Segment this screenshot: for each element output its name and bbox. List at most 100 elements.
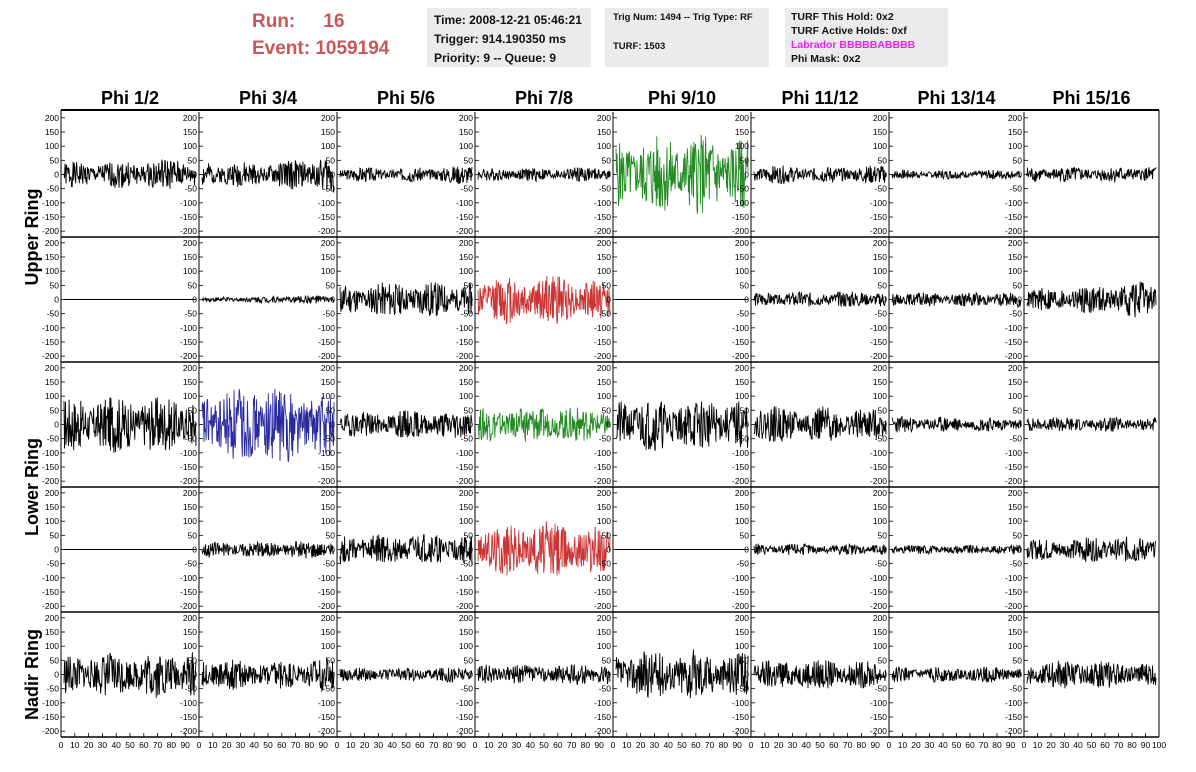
y-tick-label: 100 [183,141,197,151]
y-tick-label: 150 [459,627,473,637]
y-tick-label: 100 [459,141,473,151]
y-tick-label: 50 [188,280,198,290]
y-tick-label: -150 [318,212,335,222]
y-tick-label: 100 [183,641,197,651]
y-tick-label: -100 [1005,698,1022,708]
y-tick-label: 0 [468,420,473,430]
x-tick-label: 10 [70,740,80,750]
column-header: Phi 5/6 [377,88,435,108]
y-tick-label: -50 [737,434,750,444]
y-tick-label: -200 [42,226,59,236]
x-tick-label: 0 [197,740,202,750]
y-tick-label: -150 [180,587,197,597]
y-tick-label: -100 [318,698,335,708]
y-tick-label: -50 [875,559,888,569]
trigger-text: Trigger: 914.190350 ms [434,32,567,46]
x-tick-label: 60 [1100,740,1110,750]
y-tick-label: 150 [873,377,887,387]
y-tick-label: -200 [180,226,197,236]
y-tick-label: 50 [326,405,336,415]
row-labels: Upper Ring Lower Ring Nadir Ring [22,189,42,721]
trig-num-text: Trig Num: 1494 -- Trig Type: RF [613,12,753,23]
x-tick-label: 90 [1006,740,1016,750]
y-tick-label: -100 [180,323,197,333]
y-tick-label: -100 [870,448,887,458]
time-text: Time: 2008-12-21 05:46:21 [434,13,582,27]
turf-info-box: TURF This Hold: 0x2 TURF Active Holds: 0… [785,8,948,67]
y-tick-label: 200 [735,113,749,123]
y-tick-label: 200 [597,488,611,498]
y-tick-label: 150 [459,252,473,262]
y-tick-label: 100 [597,391,611,401]
y-tick-label: 200 [597,363,611,373]
y-tick-label: 200 [321,363,335,373]
y-tick-label: 200 [873,613,887,623]
waveform-trace [339,410,473,438]
y-tick-label: -200 [594,226,611,236]
x-tick-label: 80 [581,740,591,750]
y-tick-label: 0 [606,545,611,555]
x-tick-label: 90 [1141,740,1151,750]
x-tick-label: 100 [1152,740,1166,750]
y-tick-label: -50 [1010,434,1023,444]
y-tick-label: -150 [1005,212,1022,222]
y-tick-label: 0 [882,420,887,430]
waveform-panel: -200 -150 -100 -50 0 50 100 150 200 [318,112,476,238]
waveform-trace [1026,281,1157,318]
x-tick-label: 60 [277,740,287,750]
y-tick-label: -50 [1010,309,1023,319]
y-tick-label: -100 [1005,448,1022,458]
y-tick-label: 200 [321,238,335,248]
y-tick-label: -150 [594,712,611,722]
y-tick-label: 100 [735,141,749,151]
y-tick-label: 50 [740,280,750,290]
y-tick-label: 100 [459,391,473,401]
y-tick-label: -50 [461,434,474,444]
y-tick-label: -100 [594,573,611,583]
waveform-panel: -200 -150 -100 -50 0 50 100 150 200 [180,612,338,738]
waveform-trace [1026,416,1157,433]
y-tick-label: -200 [870,226,887,236]
y-tick-label: -200 [456,226,473,236]
x-tick-label: 80 [1127,740,1137,750]
y-tick-label: -150 [870,462,887,472]
waveform-trace [1026,166,1157,183]
y-tick-label: 200 [183,113,197,123]
y-tick-label: 100 [873,391,887,401]
x-tick-label: 50 [125,740,135,750]
y-tick-label: -150 [180,712,197,722]
y-tick-label: -100 [870,198,887,208]
y-tick-label: -150 [456,587,473,597]
y-tick-label: -200 [732,476,749,486]
y-tick-label: -100 [1005,198,1022,208]
y-tick-label: -150 [732,337,749,347]
y-tick-label: -100 [180,448,197,458]
y-tick-label: -150 [180,337,197,347]
waveform-trace [891,665,1022,684]
y-tick-label: 150 [597,502,611,512]
y-tick-label: 100 [45,266,59,276]
y-tick-label: 100 [459,641,473,651]
y-tick-label: 200 [459,613,473,623]
y-tick-label: -150 [1005,712,1022,722]
y-tick-label: 150 [183,377,197,387]
x-axis: 0 10 20 30 40 50 60 70 80 90 0 10 20 30 40 50 60 70 80 90 0 1… [59,733,1166,750]
y-tick-label: -100 [42,323,59,333]
x-tick-label: 20 [1046,740,1056,750]
y-tick-label: 50 [188,530,198,540]
x-tick-label: 90 [594,740,604,750]
y-tick-label: -100 [318,198,335,208]
y-tick-label: -100 [732,198,749,208]
waveform-trace [339,282,473,317]
y-tick-label: -200 [456,601,473,611]
y-tick-label: -150 [870,587,887,597]
y-tick-label: -100 [42,198,59,208]
x-tick-label: 10 [760,740,770,750]
y-tick-label: 50 [50,155,60,165]
y-tick-label: -100 [318,323,335,333]
y-tick-label: 50 [878,155,888,165]
y-tick-label: -50 [599,309,612,319]
y-tick-label: -100 [594,323,611,333]
y-tick-label: 200 [183,613,197,623]
x-tick-label: 40 [801,740,811,750]
